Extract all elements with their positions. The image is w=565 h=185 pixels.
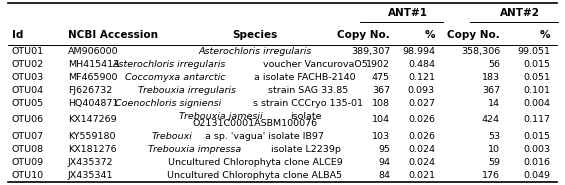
Text: 103: 103 [372,132,390,141]
Text: KY559180: KY559180 [68,132,115,141]
Text: 0.024: 0.024 [408,145,435,154]
Text: Trebouxi: Trebouxi [152,132,193,141]
Text: Coenochloris signiensi: Coenochloris signiensi [115,99,221,108]
Text: 424: 424 [482,115,500,125]
Text: OTU07: OTU07 [12,132,44,141]
Text: %: % [540,29,550,40]
Text: KX181276: KX181276 [68,145,116,154]
Text: 56: 56 [488,60,500,69]
Text: OTU04: OTU04 [12,86,44,95]
Text: Coccomyxa antarctic: Coccomyxa antarctic [125,73,225,82]
Text: OTU05: OTU05 [12,99,44,108]
Text: 99.051: 99.051 [517,47,550,56]
Text: 14: 14 [488,99,500,108]
Text: Uncultured Chlorophyta clone ALBA5: Uncultured Chlorophyta clone ALBA5 [167,171,342,180]
Text: 84: 84 [378,171,390,180]
Text: 0.121: 0.121 [408,73,435,82]
Text: s strain CCCryo 135-01: s strain CCCryo 135-01 [253,99,363,108]
Text: 10: 10 [488,145,500,154]
Text: 0.026: 0.026 [408,132,435,141]
Text: 59: 59 [488,158,500,167]
Text: Uncultured Chlorophyta clone ALCE9: Uncultured Chlorophyta clone ALCE9 [168,158,342,167]
Text: 0.016: 0.016 [523,158,550,167]
Text: 389,307: 389,307 [351,47,390,56]
Text: NCBI Accession: NCBI Accession [68,29,158,40]
Text: strain SAG 33.85: strain SAG 33.85 [264,86,348,95]
Text: FJ626732: FJ626732 [68,86,112,95]
Text: OTU10: OTU10 [12,171,44,180]
Text: 183: 183 [482,73,500,82]
Text: Id: Id [12,29,23,40]
Text: OTU06: OTU06 [12,115,44,125]
Text: 0.484: 0.484 [408,60,435,69]
Text: 176: 176 [482,171,500,180]
Text: 0.015: 0.015 [523,60,550,69]
Text: OTU09: OTU09 [12,158,44,167]
Text: 0.004: 0.004 [523,99,550,108]
Text: 358,306: 358,306 [460,47,500,56]
Text: KX147269: KX147269 [68,115,116,125]
Text: a sp. 'vagua' isolate IB97: a sp. 'vagua' isolate IB97 [205,132,324,141]
Text: 0.117: 0.117 [523,115,550,125]
Text: isolate L2239p: isolate L2239p [268,145,341,154]
Text: OTU03: OTU03 [12,73,44,82]
Text: MF465900: MF465900 [68,73,118,82]
Text: MH415413: MH415413 [68,60,119,69]
Text: JX435341: JX435341 [68,171,114,180]
Text: OTU01: OTU01 [12,47,44,56]
Text: voucher VancurovaO5: voucher VancurovaO5 [263,60,367,69]
Text: HQ404871: HQ404871 [68,99,119,108]
Text: 0.093: 0.093 [408,86,435,95]
Text: %: % [424,29,435,40]
Text: 0.024: 0.024 [408,158,435,167]
Text: 108: 108 [372,99,390,108]
Text: ANT#1: ANT#1 [388,9,428,18]
Text: 0.049: 0.049 [523,171,550,180]
Text: 0.101: 0.101 [523,86,550,95]
Text: Trebouxia jamesii: Trebouxia jamesii [179,112,266,121]
Text: O2131C0001ASBM100076: O2131C0001ASBM100076 [193,120,318,129]
Text: 95: 95 [378,145,390,154]
Text: 0.015: 0.015 [523,132,550,141]
Text: AM906000: AM906000 [68,47,119,56]
Text: Species: Species [232,29,277,40]
Text: 0.051: 0.051 [523,73,550,82]
Text: Trebouxia irregularis: Trebouxia irregularis [138,86,236,95]
Text: JX435372: JX435372 [68,158,114,167]
Text: OTU02: OTU02 [12,60,44,69]
Text: 104: 104 [372,115,390,125]
Text: Asterochloris irregularis: Asterochloris irregularis [112,60,229,69]
Text: Trebouxia impressa: Trebouxia impressa [148,145,241,154]
Text: 0.003: 0.003 [523,145,550,154]
Text: 0.021: 0.021 [408,171,435,180]
Text: 53: 53 [488,132,500,141]
Text: OTU08: OTU08 [12,145,44,154]
Text: 98.994: 98.994 [402,47,435,56]
Text: 94: 94 [378,158,390,167]
Text: Copy No.: Copy No. [337,29,390,40]
Text: 0.026: 0.026 [408,115,435,125]
Text: 367: 367 [372,86,390,95]
Text: 367: 367 [482,86,500,95]
Text: isolate: isolate [290,112,322,121]
Text: a isolate FACHB-2140: a isolate FACHB-2140 [254,73,356,82]
Text: Asterochloris irregularis: Asterochloris irregularis [198,47,312,56]
Text: ANT#2: ANT#2 [500,9,540,18]
Text: 475: 475 [372,73,390,82]
Text: 0.027: 0.027 [408,99,435,108]
Text: Copy No.: Copy No. [447,29,500,40]
Text: 1902: 1902 [366,60,390,69]
